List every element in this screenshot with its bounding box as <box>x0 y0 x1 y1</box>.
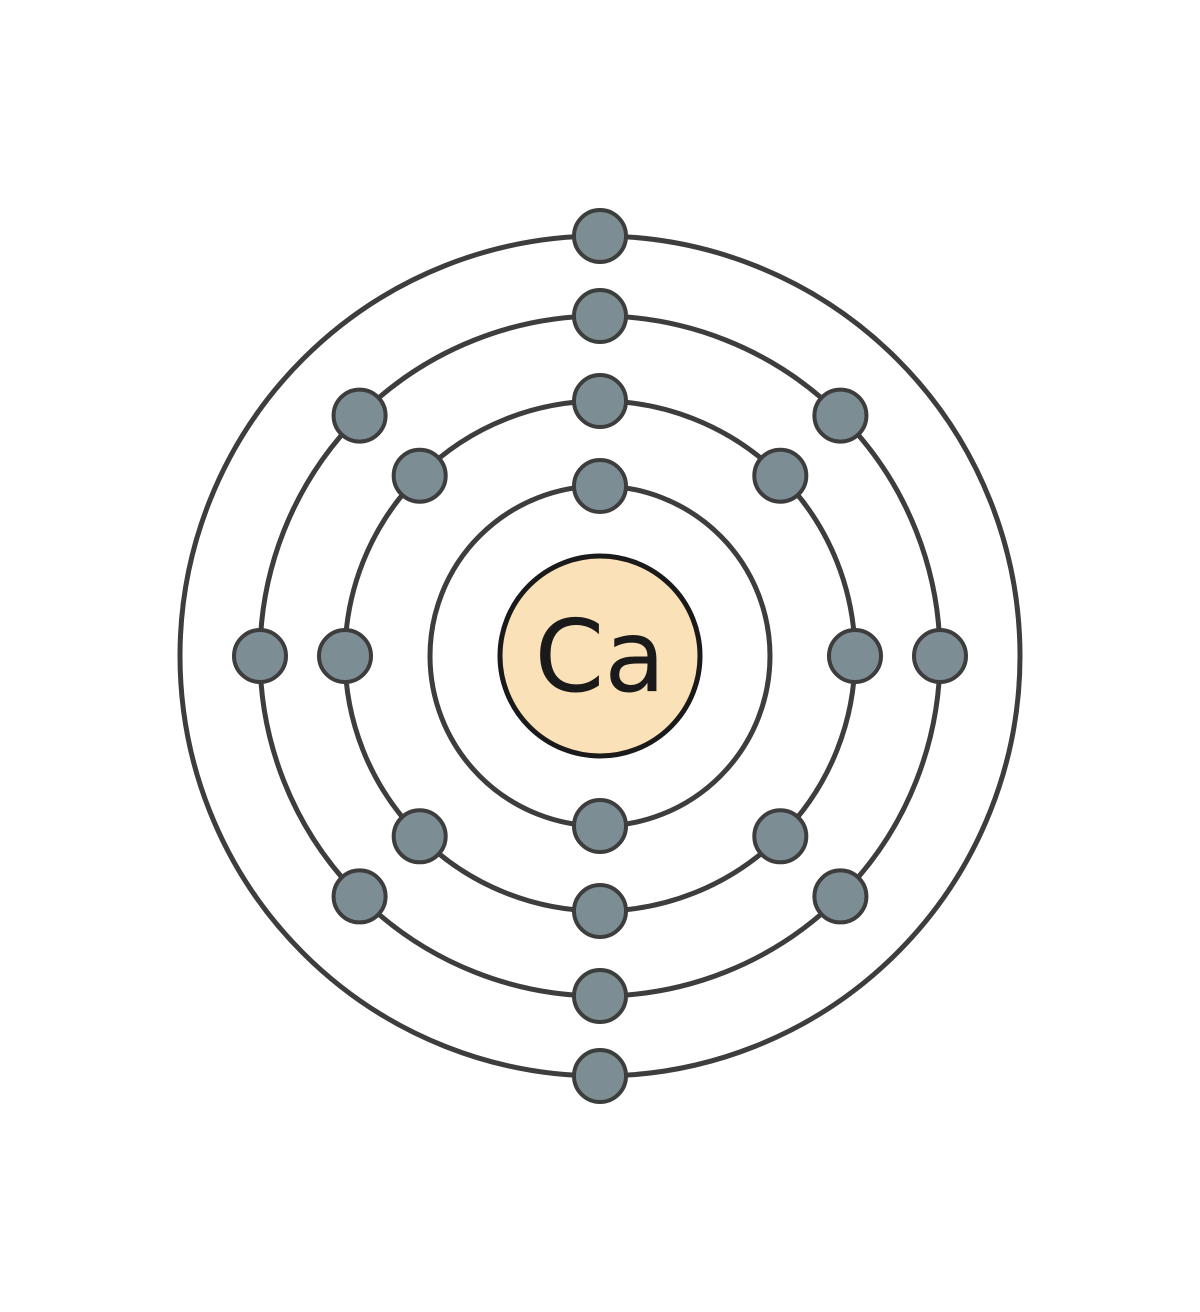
nucleus-group: Ca <box>500 556 700 756</box>
electron-shell3-1 <box>814 390 866 442</box>
electron-shell2-6 <box>574 885 626 937</box>
electron-shell2-2 <box>574 375 626 427</box>
electron-shell2-7 <box>754 810 806 862</box>
electron-shell4-2 <box>574 1050 626 1102</box>
electron-shell2-4 <box>319 630 371 682</box>
electron-shell3-7 <box>814 870 866 922</box>
electron-shell2-5 <box>394 810 446 862</box>
electron-shell2-3 <box>394 450 446 502</box>
electron-shell3-2 <box>574 290 626 342</box>
electron-shell-diagram: Ca <box>0 0 1200 1312</box>
electron-shell3-5 <box>334 870 386 922</box>
electron-shell1-1 <box>574 460 626 512</box>
electron-shell3-8 <box>914 630 966 682</box>
electron-shell4-1 <box>574 210 626 262</box>
electron-shell3-6 <box>574 970 626 1022</box>
nucleus-label: Ca <box>534 598 665 715</box>
electron-shell2-1 <box>754 450 806 502</box>
electron-shell3-3 <box>334 390 386 442</box>
electron-shell2-8 <box>829 630 881 682</box>
electron-shell1-2 <box>574 800 626 852</box>
electron-shell3-4 <box>234 630 286 682</box>
